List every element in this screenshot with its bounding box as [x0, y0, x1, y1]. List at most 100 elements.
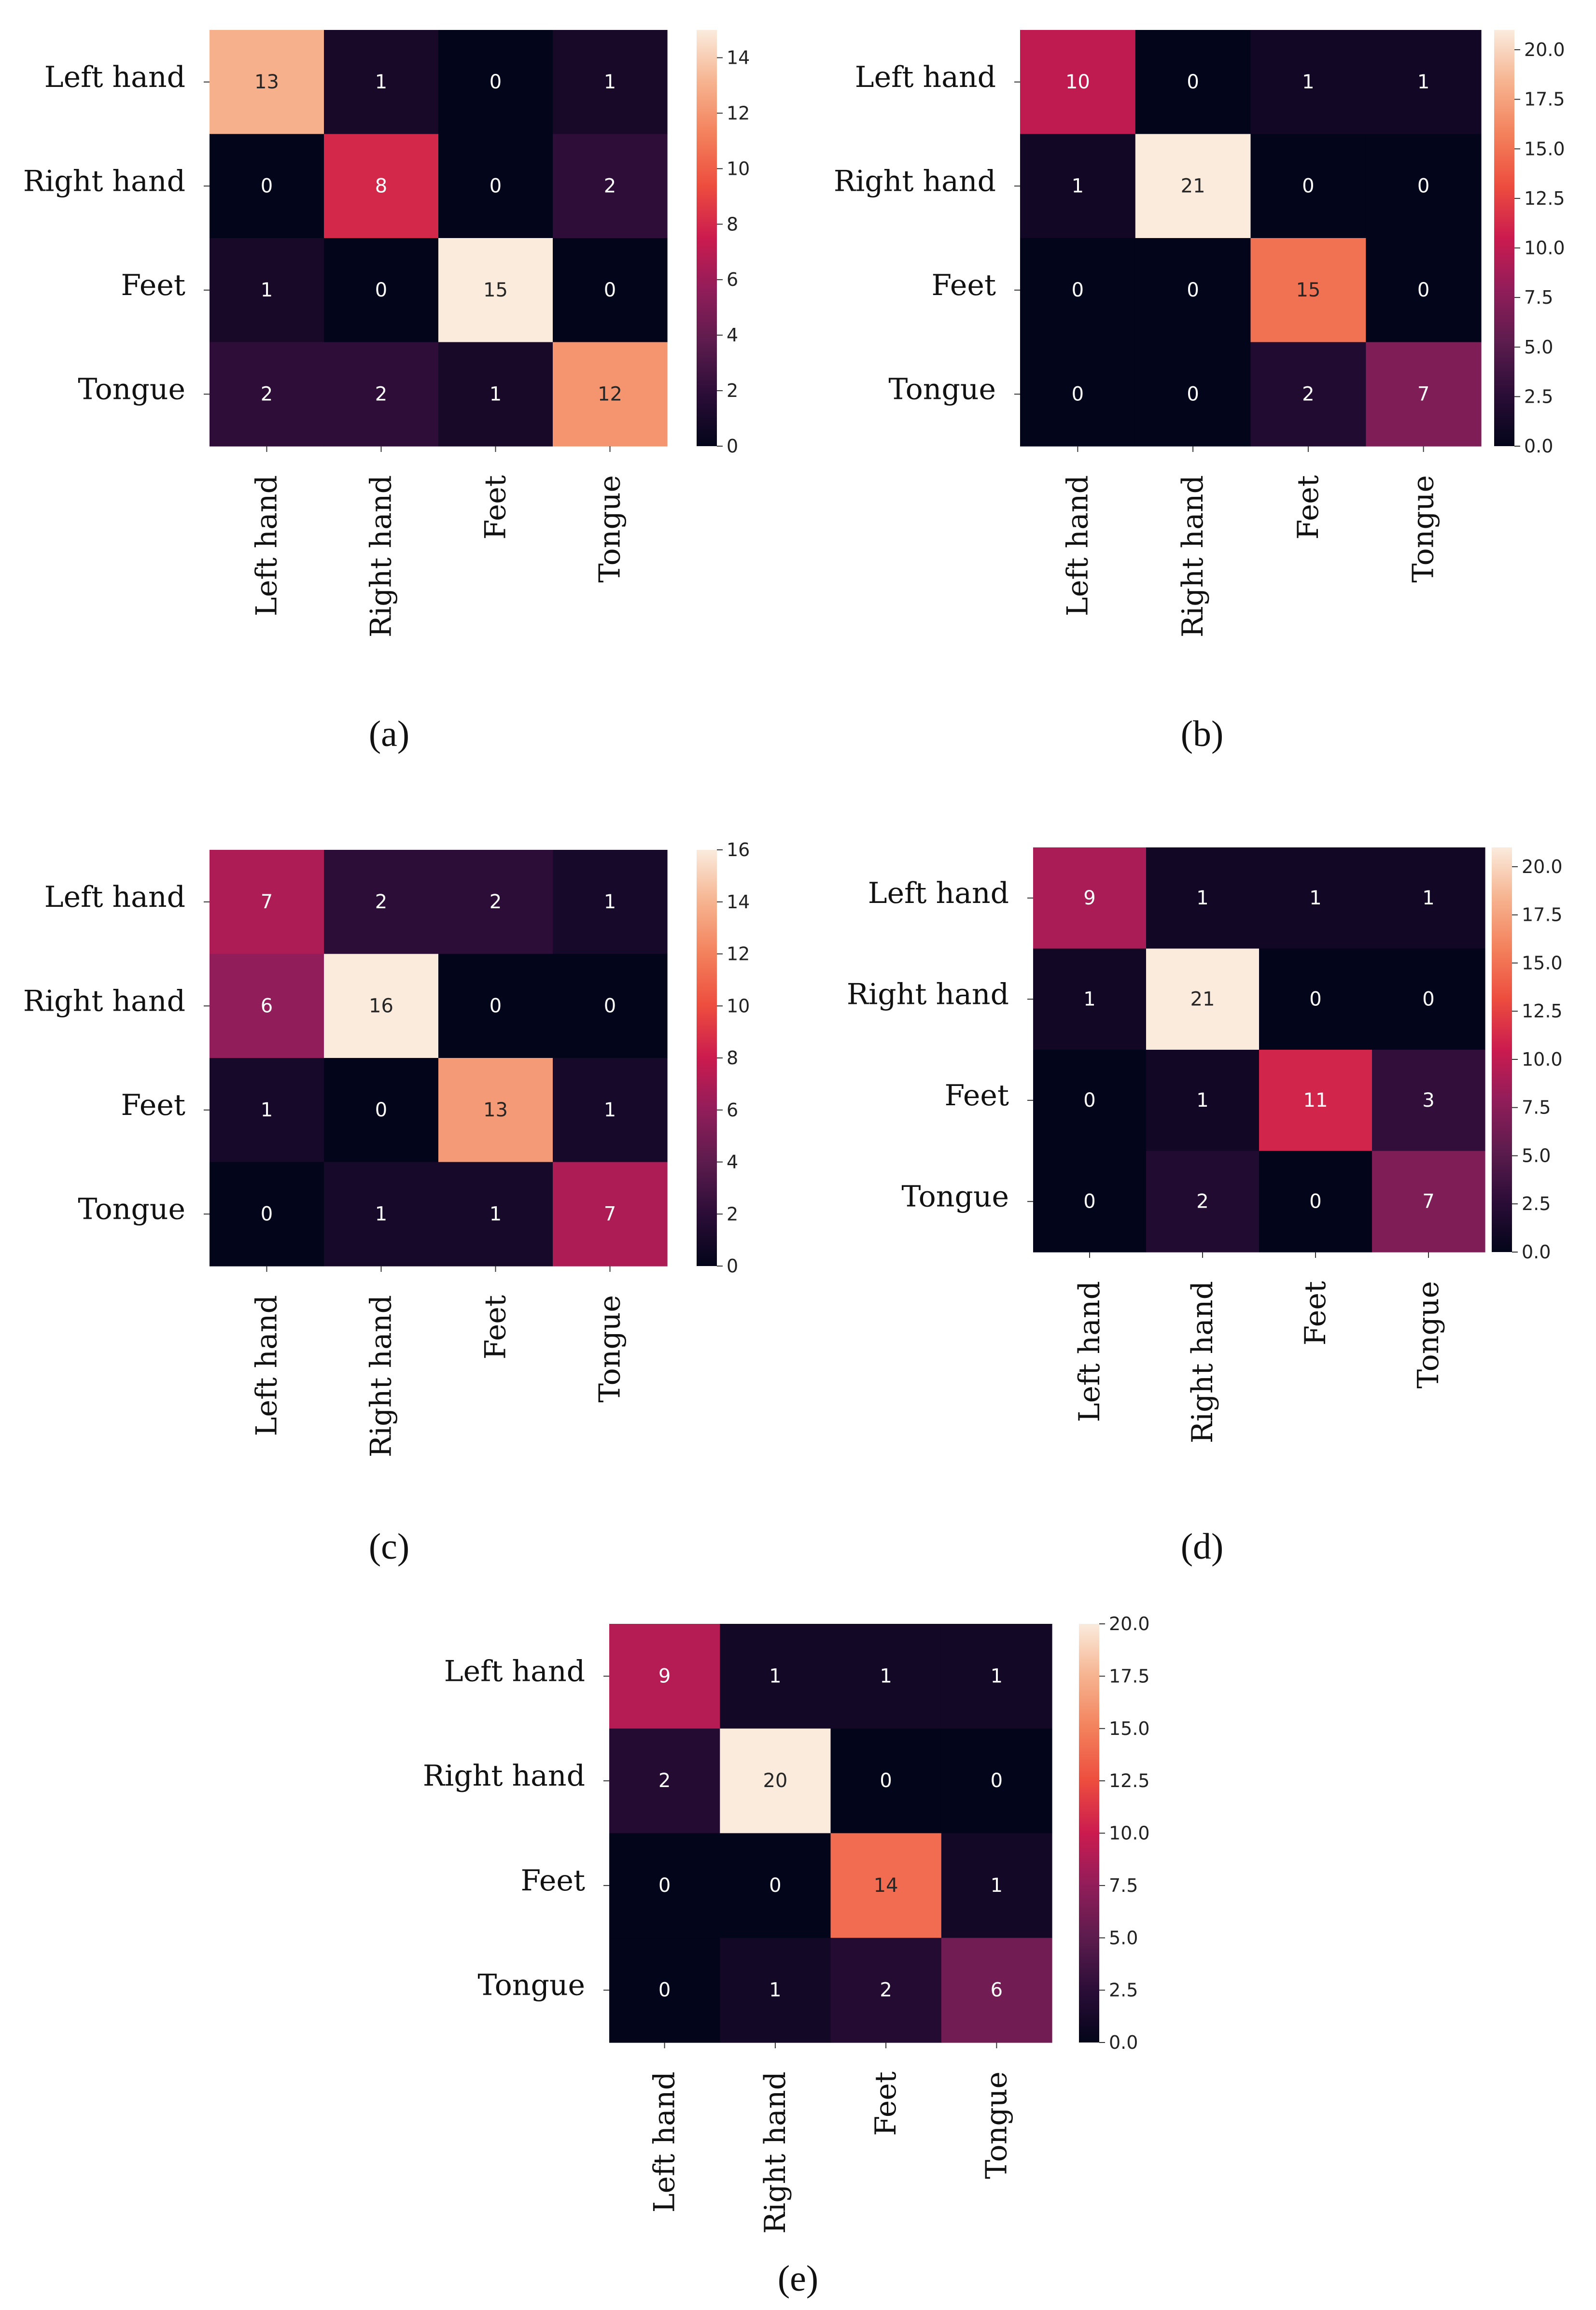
cell-value: 1: [490, 383, 502, 405]
heatmap-cell: [324, 342, 439, 447]
cell-value: 7: [604, 1203, 616, 1225]
cell-value: 1: [1072, 175, 1084, 197]
cell-value: 6: [261, 995, 273, 1017]
heatmap-cell: [438, 238, 553, 343]
row-label: Tongue: [78, 1192, 185, 1226]
heatmap-cell: [1020, 238, 1136, 343]
cell-value: 9: [658, 1665, 671, 1687]
heatmap-cell: [1259, 847, 1372, 949]
cell-value: 0: [769, 1874, 781, 1897]
colorbar-tick-label: 17.5: [1109, 1665, 1150, 1687]
heatmap-cell: [1366, 238, 1482, 343]
cell-value: 1: [1083, 988, 1095, 1010]
row-label: Left hand: [44, 880, 185, 914]
cell-value: 2: [658, 1770, 671, 1792]
heatmap-cell: [553, 134, 668, 239]
colorbar: [1492, 847, 1512, 1252]
cell-value: 1: [1196, 1089, 1208, 1112]
heatmap-cell: [720, 1728, 831, 1834]
heatmap-cell: [553, 1162, 668, 1267]
cell-value: 15: [483, 279, 508, 301]
heatmap-cell: [438, 1058, 553, 1163]
row-label: Left hand: [855, 60, 996, 94]
column-label: Tongue: [1407, 475, 1441, 583]
heatmap-cell: [1250, 30, 1366, 135]
cell-value: 13: [254, 71, 279, 93]
cell-value: 1: [261, 279, 273, 301]
cell-value: 1: [880, 1665, 892, 1687]
heatmap-cell: [720, 1624, 831, 1729]
cell-value: 0: [261, 175, 273, 197]
row-label: Right hand: [834, 164, 996, 198]
heatmap-cell: [1366, 30, 1482, 135]
cell-value: 7: [1417, 383, 1429, 405]
cell-value: 20: [763, 1770, 787, 1792]
cell-value: 10: [1065, 71, 1090, 93]
cell-value: 7: [1422, 1190, 1434, 1212]
row-label: Feet: [932, 268, 996, 302]
colorbar-tick-label: 0: [727, 436, 738, 457]
heatmap-cell: [1259, 1151, 1372, 1253]
cell-value: 1: [604, 1099, 616, 1121]
column-label: Feet: [479, 1295, 513, 1359]
heatmap-cell: [553, 30, 668, 135]
column-label: Feet: [869, 2071, 903, 2136]
cell-value: 21: [1190, 988, 1215, 1010]
column-label: Left hand: [250, 1295, 284, 1436]
panel-caption: (c): [369, 1526, 409, 1567]
colorbar-tick-label: 12: [727, 102, 750, 124]
heatmap-cell: [1020, 342, 1136, 447]
column-label: Feet: [479, 475, 513, 539]
cell-value: 0: [375, 1099, 387, 1121]
colorbar-tick-label: 16: [727, 839, 750, 860]
heatmap-cell: [210, 954, 324, 1058]
colorbar-tick-label: 8: [727, 1047, 738, 1069]
cell-value: 0: [604, 995, 616, 1017]
heatmap-cell: [210, 1058, 324, 1163]
heatmap-cell: [210, 850, 324, 955]
colorbar-tick-label: 5.0: [1524, 337, 1553, 358]
heatmap-cell: [438, 342, 553, 447]
cell-value: 0: [1417, 279, 1429, 301]
cell-value: 1: [1422, 887, 1434, 909]
colorbar-tick-label: 4: [727, 1152, 738, 1173]
column-label: Left hand: [1073, 1281, 1106, 1422]
colorbar-tick-label: 15.0: [1109, 1718, 1150, 1739]
column-label: Right hand: [364, 1295, 398, 1457]
cell-value: 1: [261, 1099, 273, 1121]
row-label: Left hand: [868, 876, 1009, 910]
panel-caption: (a): [369, 714, 409, 754]
colorbar-tick-label: 10: [727, 995, 750, 1016]
cell-value: 0: [490, 71, 502, 93]
cell-value: 0: [1072, 383, 1084, 405]
colorbar-tick-label: 5.0: [1109, 1927, 1138, 1948]
heatmap-cell: [438, 1162, 553, 1267]
cell-value: 1: [604, 891, 616, 913]
heatmap-cell: [1020, 134, 1136, 239]
heatmap-cell: [1372, 948, 1485, 1050]
cell-value: 2: [1302, 383, 1314, 405]
heatmap-cell: [324, 1058, 439, 1163]
cell-value: 2: [604, 175, 616, 197]
panel-caption: (d): [1181, 1526, 1224, 1567]
cell-value: 0: [604, 279, 616, 301]
cell-value: 0: [1187, 383, 1199, 405]
row-label: Tongue: [78, 372, 185, 406]
cell-value: 6: [991, 1979, 1003, 2001]
heatmap-cell: [1372, 1151, 1485, 1253]
colorbar-tick-label: 20.0: [1524, 39, 1565, 60]
column-label: Feet: [1291, 475, 1325, 539]
heatmap-cell: [438, 850, 553, 955]
heatmap-cell: [553, 1058, 668, 1163]
colorbar-tick-label: 2.5: [1522, 1193, 1551, 1214]
row-label: Feet: [121, 268, 185, 302]
heatmap-cell: [830, 1938, 942, 2043]
colorbar-tick-label: 10.0: [1522, 1049, 1563, 1070]
heatmap-cell: [941, 1833, 1052, 1938]
colorbar-tick-label: 15.0: [1524, 138, 1565, 159]
heatmap-cell: [720, 1833, 831, 1938]
heatmap-cell: [941, 1938, 1052, 2043]
cell-value: 0: [1302, 175, 1314, 197]
cell-value: 0: [1083, 1089, 1095, 1112]
